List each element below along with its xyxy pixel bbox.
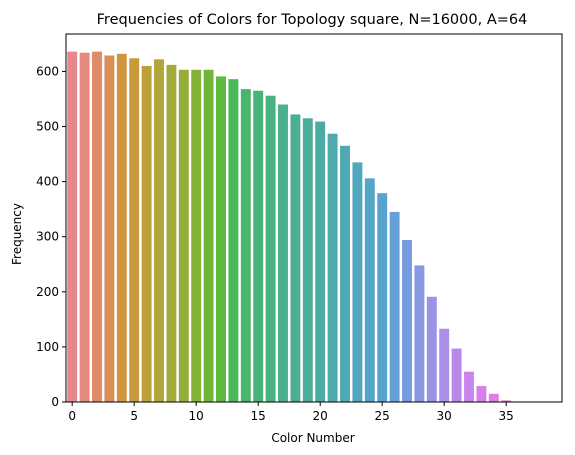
bar-color-33: [476, 386, 487, 402]
bar-color-34: [488, 393, 499, 402]
bar-color-1: [79, 52, 90, 403]
bar-color-29: [426, 296, 437, 402]
bar-color-25: [377, 193, 388, 402]
bar-color-8: [166, 64, 177, 403]
x-tick-label: 5: [130, 409, 138, 423]
y-tick-label: 400: [36, 175, 59, 189]
bar-color-12: [216, 76, 226, 402]
bar-color-22: [340, 145, 350, 402]
bar-color-10: [191, 69, 202, 402]
bar-color-15: [253, 90, 264, 402]
y-tick-label: 200: [36, 285, 59, 299]
bar-color-32: [464, 371, 474, 402]
x-tick-label: 20: [313, 409, 328, 423]
bar-color-26: [389, 211, 400, 402]
bar-color-0: [67, 51, 78, 402]
bar-color-23: [352, 162, 363, 402]
bar-color-3: [104, 55, 115, 402]
bar-color-35: [501, 400, 512, 402]
y-axis-ticks: 0 100 200 300 400 500 600: [36, 64, 66, 409]
bar-color-4: [116, 53, 127, 402]
y-tick-label: 600: [36, 64, 59, 78]
bar-color-5: [129, 58, 140, 402]
chart-title: Frequencies of Colors for Topology squar…: [97, 12, 528, 28]
x-tick-label: 15: [251, 409, 266, 423]
bar-color-6: [141, 65, 152, 403]
bar-color-30: [439, 328, 450, 402]
y-tick-label: 300: [36, 230, 59, 244]
bars-group: [67, 51, 561, 403]
x-axis-label: Color Number: [271, 431, 354, 445]
y-tick-label: 0: [51, 395, 59, 409]
bar-color-17: [278, 104, 288, 403]
bar-color-7: [154, 59, 164, 403]
bar-color-13: [228, 79, 239, 403]
x-axis-ticks: 0 5 10 15 20 25 30 35: [68, 402, 514, 423]
bar-color-28: [414, 265, 425, 402]
bar-color-24: [364, 178, 375, 402]
y-axis-label: Frequency: [10, 203, 24, 265]
bar-color-18: [290, 114, 301, 402]
bar-color-9: [178, 69, 189, 402]
x-tick-label: 35: [499, 409, 514, 423]
bar-color-31: [451, 348, 462, 402]
bar-color-11: [203, 69, 214, 402]
x-tick-label: 0: [68, 409, 76, 423]
bar-color-16: [265, 95, 276, 403]
bar-color-19: [302, 118, 313, 403]
y-tick-label: 500: [36, 120, 59, 134]
bar-color-20: [315, 121, 326, 403]
plot-frame: [65, 33, 563, 403]
x-tick-label: 25: [375, 409, 390, 423]
y-tick-label: 100: [36, 340, 59, 354]
bar-color-27: [402, 240, 412, 402]
x-tick-label: 30: [437, 409, 452, 423]
bar-color-2: [92, 51, 102, 402]
x-tick-label: 10: [189, 409, 204, 423]
bar-color-14: [240, 89, 251, 403]
bar-color-21: [327, 133, 338, 402]
